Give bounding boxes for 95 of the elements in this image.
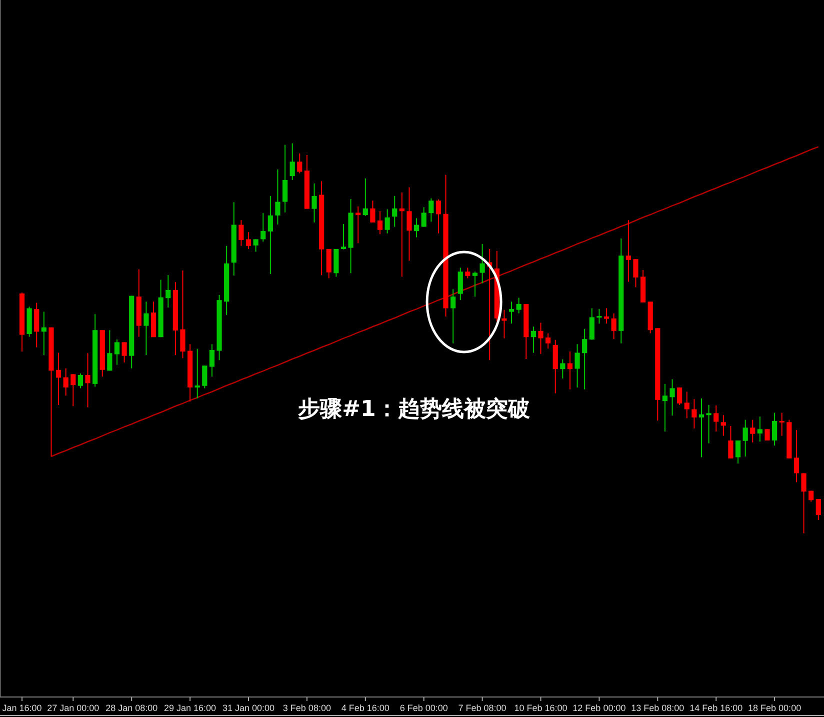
candlestick — [779, 412, 784, 436]
candlestick — [85, 352, 90, 408]
candlestick — [166, 274, 171, 308]
candlestick — [428, 198, 434, 222]
candlestick — [772, 412, 778, 446]
candlestick — [574, 344, 580, 388]
x-tick-label: 28 Jan 08:00 — [106, 703, 158, 713]
candlestick — [516, 297, 522, 314]
candlestick — [34, 302, 40, 348]
candlestick — [611, 312, 616, 340]
candlestick — [508, 301, 514, 324]
candlestick — [362, 178, 368, 216]
x-tick-label: 7 Feb 08:00 — [458, 703, 506, 713]
candlestick — [180, 270, 186, 359]
candlestick — [144, 301, 149, 356]
candlestick — [801, 472, 806, 534]
candlestick — [356, 206, 361, 244]
candlestick — [458, 267, 463, 301]
candlestick — [275, 168, 280, 225]
candlestick — [78, 372, 84, 389]
candlestick — [406, 186, 412, 262]
x-tick-label: 4 Feb 16:00 — [341, 703, 390, 713]
candlestick — [268, 195, 273, 274]
x-tick-label: 29 Jan 16:00 — [164, 703, 216, 713]
candlestick — [56, 352, 62, 406]
candlestick — [282, 144, 288, 213]
candlestick — [735, 440, 741, 464]
candlestick — [194, 348, 200, 399]
candlestick — [253, 238, 258, 252]
candlestick — [436, 198, 442, 234]
annotation: 步骤#1：趋势线被突破 — [298, 396, 531, 422]
candlestick — [465, 267, 470, 279]
x-tick-label: 3 Feb 08:00 — [282, 703, 331, 713]
candlestick — [670, 378, 675, 416]
x-tick-label: 14 Feb 16:00 — [690, 703, 743, 713]
x-tick-label: 6 Feb 00:00 — [400, 703, 448, 713]
candlestick — [589, 308, 594, 340]
candlestick — [472, 271, 478, 298]
candlestick — [560, 358, 566, 379]
candlestick — [377, 210, 383, 235]
candlestick — [728, 426, 734, 459]
candlestick — [677, 386, 682, 406]
x-tick-label: 10 Feb 16:00 — [514, 703, 568, 713]
candlestick — [538, 322, 544, 354]
candlestick — [757, 416, 762, 442]
x-tick-label: 31 Jan 00:00 — [222, 703, 275, 713]
candlestick — [764, 428, 770, 441]
candlestick — [414, 218, 420, 238]
candlestick — [326, 248, 332, 279]
candlestick — [750, 419, 756, 443]
candlestick — [209, 344, 215, 378]
candlestick — [392, 195, 398, 228]
candlestick — [63, 368, 68, 396]
candlestick — [604, 308, 610, 324]
x-tick-label: 18 Feb 00:00 — [748, 703, 802, 713]
candlestick — [596, 308, 602, 324]
candlestick — [662, 383, 668, 432]
candlestick — [626, 220, 631, 282]
candlestick — [698, 398, 704, 458]
candlestick — [384, 208, 390, 234]
candlestick — [122, 342, 127, 363]
x-tick-label: Jan 16:00 — [2, 703, 42, 713]
candlestick — [70, 374, 76, 407]
x-tick-label: 13 Feb 08:00 — [631, 703, 684, 713]
candlestick — [480, 243, 485, 284]
candlestick — [546, 332, 551, 349]
candlestick — [714, 404, 719, 432]
candlestick — [312, 182, 317, 223]
candlestick — [421, 206, 426, 228]
candlestick — [370, 200, 376, 223]
candlestick — [582, 328, 588, 390]
candlestick — [684, 391, 690, 419]
x-tick-label: 27 Jan 00:00 — [47, 703, 100, 713]
candlestick — [633, 258, 638, 288]
candlestick — [502, 309, 507, 339]
candlestick — [114, 338, 120, 366]
candlestick — [742, 419, 748, 457]
candlestick — [290, 142, 295, 180]
candlestick — [246, 232, 252, 250]
candlestick — [816, 498, 821, 521]
candlestick — [706, 404, 712, 444]
candlestick — [530, 326, 536, 354]
candlestick — [692, 398, 697, 429]
candlestick — [720, 414, 726, 436]
candlestick — [238, 220, 244, 246]
candlestick — [794, 429, 800, 483]
candlestick — [41, 311, 46, 356]
candlestick — [260, 212, 266, 242]
candlestick — [107, 330, 112, 372]
candlestick — [567, 351, 573, 390]
candlestick — [450, 288, 456, 344]
candlestick — [202, 365, 208, 389]
candlestick — [297, 152, 302, 174]
candlestick — [340, 224, 346, 250]
x-tick-label: 12 Feb 00:00 — [572, 703, 626, 713]
